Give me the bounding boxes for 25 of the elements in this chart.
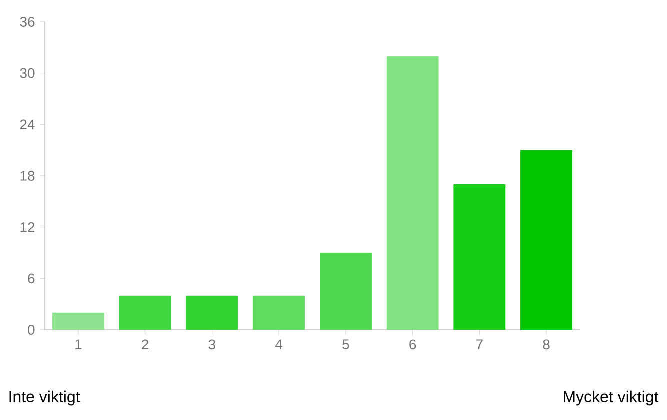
y-tick-label: 36	[20, 17, 35, 27]
text: Inte viktigt	[10, 390, 80, 406]
y-tick-label: 18	[20, 171, 35, 181]
y-tick-label: 30	[20, 68, 35, 78]
x-tick-label: 2	[142, 340, 148, 350]
bar	[119, 296, 172, 330]
bar	[454, 184, 506, 330]
bar	[520, 150, 573, 330]
x-tick-label: 8	[543, 340, 550, 350]
bar	[186, 296, 238, 330]
y-tick-label: 24	[20, 120, 35, 130]
y-tick-label: 12	[20, 222, 35, 232]
bar	[52, 312, 104, 330]
y-tick-label: 0	[28, 325, 35, 335]
bar	[320, 252, 372, 330]
x-tick-label: 7	[476, 340, 483, 350]
x-tick-label: 5	[342, 340, 350, 350]
x-tick-label: 3	[208, 340, 216, 350]
bar	[386, 56, 439, 330]
y-tick-label: 6	[28, 274, 35, 284]
bar	[253, 296, 306, 330]
x-tick-label: 1	[76, 340, 82, 350]
x-tick-label: 4	[275, 340, 283, 350]
x-tick-label: 6	[410, 340, 416, 350]
text: Mycket viktigt	[564, 390, 659, 406]
